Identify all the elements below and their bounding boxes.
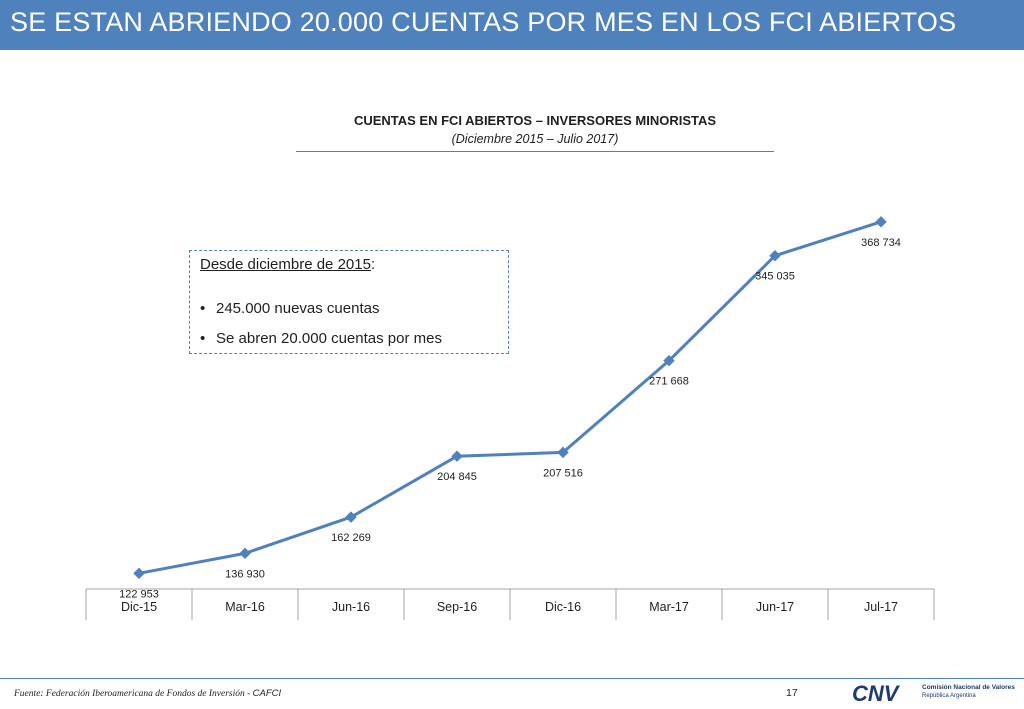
source-note: Fuente: Federación Iberoamericana de Fon…	[14, 688, 282, 699]
data-label: 122 953	[119, 588, 159, 600]
x-tick-label: Mar-17	[649, 600, 689, 614]
footer-divider	[0, 678, 1024, 679]
x-tick-label: Mar-16	[225, 600, 265, 614]
callout-heading: Desde diciembre de 2015:	[200, 256, 376, 273]
logo-name: Comisión Nacional de Valores	[922, 684, 1015, 691]
title-underline	[296, 151, 774, 152]
data-label: 271 668	[649, 376, 689, 388]
data-label: 204 845	[437, 471, 477, 483]
data-point-marker	[557, 446, 569, 459]
x-tick-label: Jul-17	[864, 600, 898, 614]
data-point-marker	[133, 567, 145, 580]
cnv-logo: CNV Comisión Nacional de Valores Repúbli…	[850, 682, 1020, 704]
logo-lettering: CNV	[852, 682, 901, 704]
logo-country: República Argentina	[922, 693, 976, 699]
chart-subtitle: (Diciembre 2015 – Julio 2017)	[451, 132, 619, 146]
callout-bullet: • Se abren 20.000 cuentas por mes	[200, 330, 442, 347]
x-tick-label: Sep-16	[437, 600, 477, 614]
data-label: 162 269	[331, 532, 371, 544]
x-tick-label: Jun-17	[756, 600, 794, 614]
title-bar: SE ESTAN ABRIENDO 20.000 CUENTAS POR MES…	[0, 0, 1024, 50]
chart-title: CUENTAS EN FCI ABIERTOS – INVERSORES MIN…	[353, 113, 717, 128]
x-tick-label: Dic-15	[121, 600, 157, 614]
data-label: 207 516	[543, 467, 583, 479]
data-point-marker	[451, 450, 463, 462]
series-line	[138, 220, 882, 575]
data-label: 368 734	[861, 237, 901, 249]
page-number: 17	[786, 687, 798, 699]
data-point-marker	[663, 354, 675, 367]
slide-title: SE ESTAN ABRIENDO 20.000 CUENTAS POR MES…	[10, 7, 957, 37]
x-tick-label: Dic-16	[545, 600, 581, 614]
cnv-logo-mark: CNV	[852, 682, 901, 704]
summary-callout: Desde diciembre de 2015: • 245.000 nuevas…	[189, 250, 509, 354]
data-point-marker	[345, 511, 357, 523]
data-label: 345 035	[755, 271, 795, 283]
data-label: 136 930	[225, 568, 265, 580]
callout-bullet: • 245.000 nuevas cuentas	[200, 300, 380, 317]
data-point-marker	[239, 547, 251, 560]
data-point-marker	[769, 250, 781, 262]
x-tick-label: Jun-16	[332, 600, 370, 614]
data-point-marker	[875, 216, 887, 228]
